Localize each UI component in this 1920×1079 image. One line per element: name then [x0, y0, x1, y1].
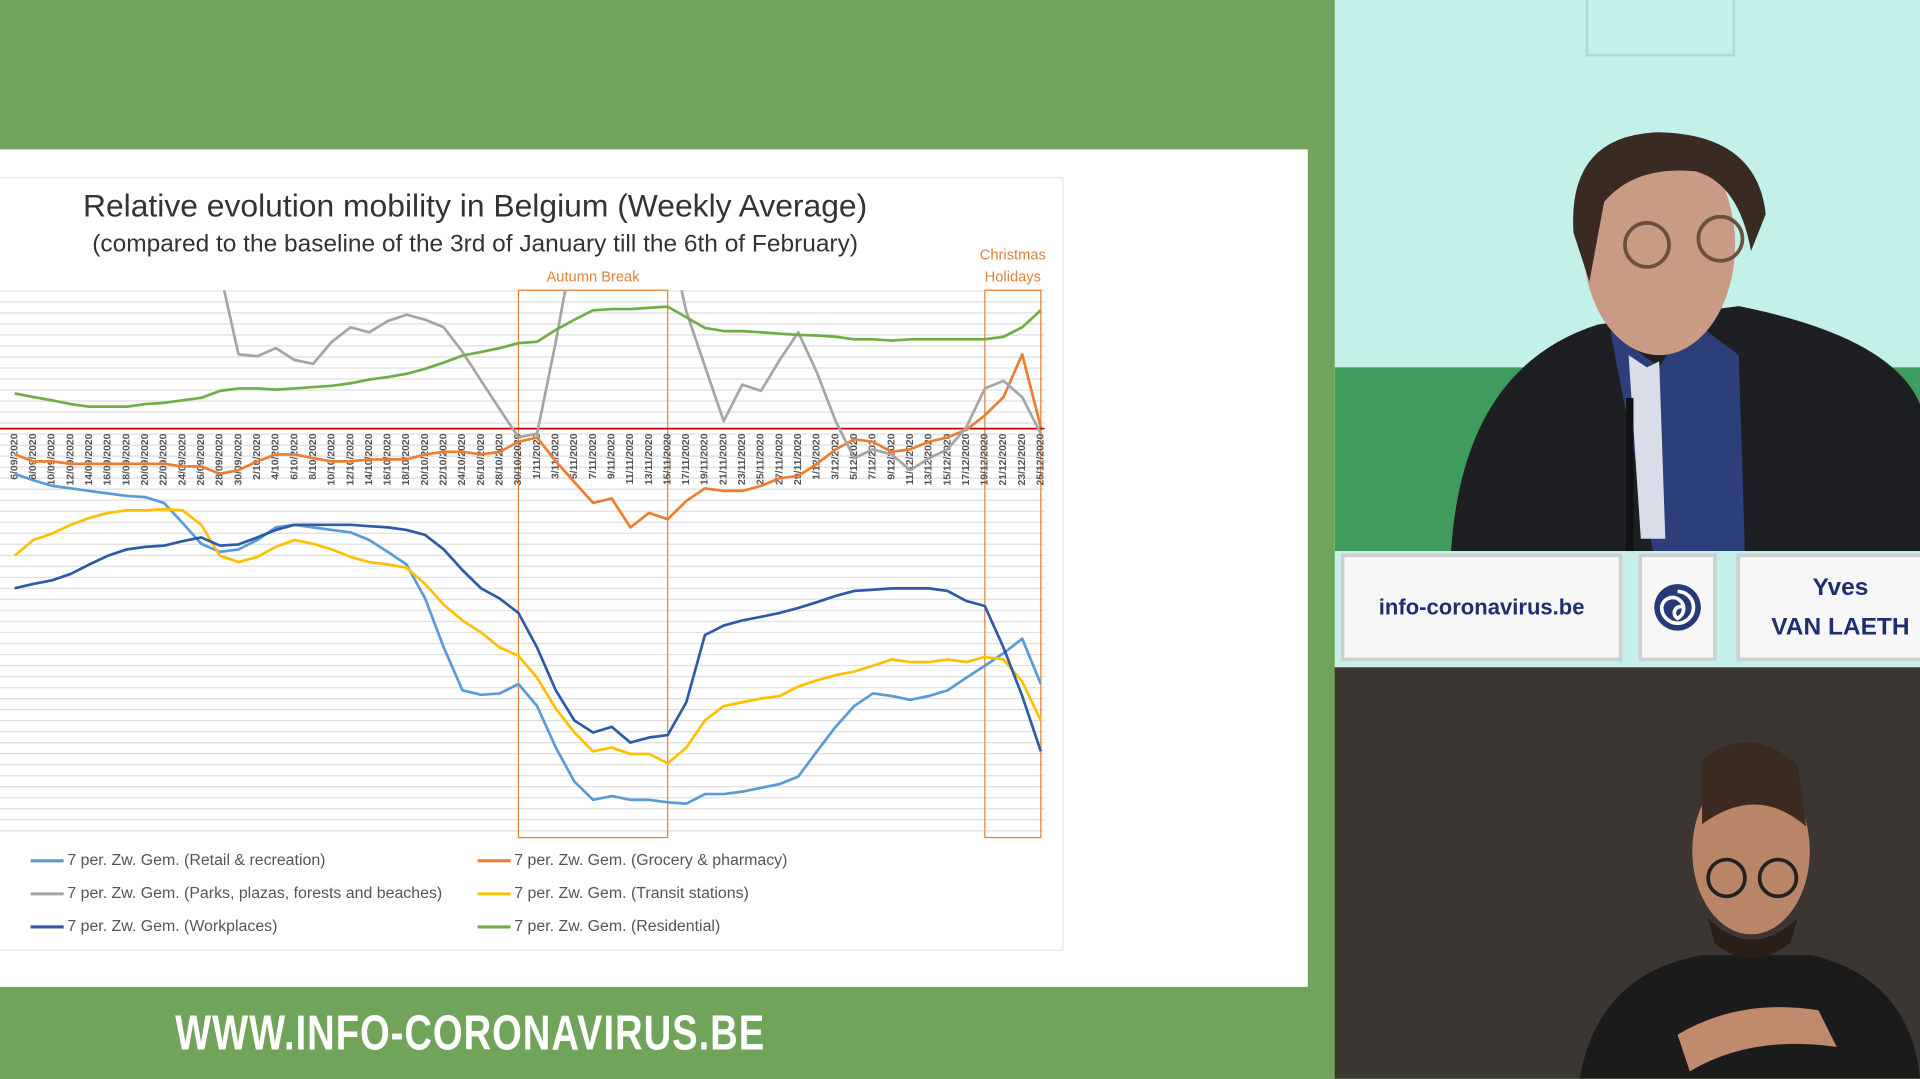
- x-tick-label: 14/09/2020: [84, 433, 95, 485]
- interpreter: [1579, 742, 1920, 1079]
- interpreter-video: [1334, 667, 1920, 1079]
- legend-label: 7 per. Zw. Gem. (Workplaces): [67, 918, 277, 935]
- x-tick-label: 26/09/2020: [196, 433, 207, 485]
- x-tick-label: 6/10/2020: [289, 433, 300, 479]
- series-line: [14, 305, 1042, 409]
- x-tick-label: 26/10/2020: [476, 433, 487, 485]
- x-tick-label: 3/12/2020: [830, 433, 841, 479]
- x-tick-label: 30/10/2020: [513, 433, 524, 485]
- chart-title: Relative evolution mobility in Belgium (…: [83, 188, 867, 224]
- legend-label: 7 per. Zw. Gem. (Residential): [514, 918, 720, 935]
- series-line: [222, 290, 1043, 472]
- banner: WWW.INFO-CORONAVIRUS.BE: [175, 1006, 766, 1061]
- x-tick-label: 8/09/2020: [28, 433, 39, 479]
- x-tick-label: 3/11/2020: [550, 433, 561, 479]
- series-line: [14, 472, 1043, 805]
- x-tick-label: 15/12/2020: [942, 433, 953, 485]
- legend-label: 7 per. Zw. Gem. (Retail & recreation): [67, 852, 325, 869]
- x-tick-label: 24/10/2020: [457, 433, 468, 485]
- grid: [0, 290, 1045, 838]
- series-line: [14, 523, 1043, 752]
- annotation-band: [517, 289, 669, 839]
- x-tick-label: 7/12/2020: [868, 433, 879, 479]
- x-tick-label: 11/12/2020: [905, 433, 916, 485]
- x-tick-label: 21/12/2020: [998, 433, 1009, 485]
- x-tick-label: 16/09/2020: [103, 433, 114, 485]
- x-tick-label: 23/11/2020: [737, 433, 748, 485]
- last-name: VAN LAETH: [1771, 613, 1910, 641]
- x-tick-label: 23/12/2020: [1017, 433, 1028, 485]
- series-line: [14, 353, 1043, 529]
- x-tick-label: 17/11/2020: [681, 433, 692, 485]
- wall-panel: [1585, 0, 1736, 57]
- series-line: [13, 507, 1043, 765]
- chart-subtitle: (compared to the baseline of the 3rd of …: [92, 230, 858, 257]
- x-tick-label: 11/11/2020: [625, 433, 636, 484]
- x-tick-label: 7/11/2020: [588, 433, 599, 479]
- x-tick-label: 20/10/2020: [420, 433, 431, 485]
- x-tick-label: 27/11/2020: [774, 433, 785, 485]
- x-tick-label: 18/09/2020: [121, 433, 132, 485]
- x-tick-label: 10/10/2020: [327, 433, 338, 485]
- x-tick-label: 8/10/2020: [308, 433, 319, 479]
- x-tick-label: 29/11/2020: [793, 433, 804, 485]
- x-tick-label: 12/09/2020: [65, 433, 76, 485]
- x-tick-label: 1/11/2020: [532, 433, 543, 479]
- x-tick-label: 4/10/2020: [271, 433, 282, 479]
- x-tick-label: 24/09/2020: [177, 433, 188, 485]
- x-tick-label: 21/11/2020: [718, 433, 729, 485]
- legend-label: 7 per. Zw. Gem. (Parks, plazas, forests …: [67, 885, 442, 902]
- chart-frame: [0, 176, 1064, 951]
- site-text: info-coronavirus.be: [1378, 594, 1585, 619]
- x-tick-label: 22/10/2020: [439, 433, 450, 485]
- x-tick-label: 9/12/2020: [886, 433, 897, 479]
- x-tick-label: 28/09/2020: [215, 433, 226, 485]
- x-tick-label: 12/10/2020: [345, 433, 356, 485]
- x-tick-label: 15/11/2020: [662, 433, 673, 485]
- annotation-label-box: Christmas Holidays: [979, 246, 1046, 286]
- x-tick-label: 1/12/2020: [812, 433, 823, 479]
- x-tick-label: 25/11/2020: [756, 433, 767, 485]
- annotation-label: Christmas Holidays: [979, 246, 1046, 286]
- annotation-band: [984, 289, 1042, 839]
- x-tick-label: 25/12/2020: [1036, 433, 1047, 485]
- legend-label: 7 per. Zw. Gem. (Grocery & pharmacy): [514, 852, 787, 869]
- x-tick-label: 2/10/2020: [252, 433, 263, 479]
- annotation-label-box: Autumn Break: [546, 268, 640, 286]
- first-name: Yves: [1812, 574, 1869, 602]
- speaker-video: info-coronavirus.be Yves VAN LAETH: [1334, 0, 1920, 668]
- site-plate: info-coronavirus.be: [1340, 553, 1623, 662]
- name-plate: Yves VAN LAETH: [1736, 553, 1920, 662]
- x-tick-label: 9/11/2020: [606, 433, 617, 479]
- x-tick-label: 19/12/2020: [980, 433, 991, 485]
- x-tick-label: 13/11/2020: [644, 433, 655, 485]
- slide: Relative evolution mobility in Belgium (…: [0, 149, 1308, 987]
- logo: [1654, 584, 1701, 631]
- x-tick-label: 28/10/2020: [495, 433, 506, 485]
- x-tick-label: 30/09/2020: [233, 433, 244, 485]
- x-tick-label: 6/09/2020: [9, 433, 20, 479]
- legend-label: 7 per. Zw. Gem. (Transit stations): [514, 885, 749, 902]
- speaker: [1451, 132, 1920, 552]
- x-tick-label: 20/09/2020: [140, 433, 151, 485]
- x-tick-label: 19/11/2020: [700, 433, 711, 485]
- logo-plate: [1638, 553, 1717, 662]
- x-tick-label: 5/11/2020: [569, 433, 580, 479]
- x-tick-label: 22/09/2020: [159, 433, 170, 485]
- x-tick-label: 17/12/2020: [961, 433, 972, 485]
- annotation-label: Autumn Break: [546, 268, 640, 286]
- x-tick-label: 10/09/2020: [47, 433, 58, 485]
